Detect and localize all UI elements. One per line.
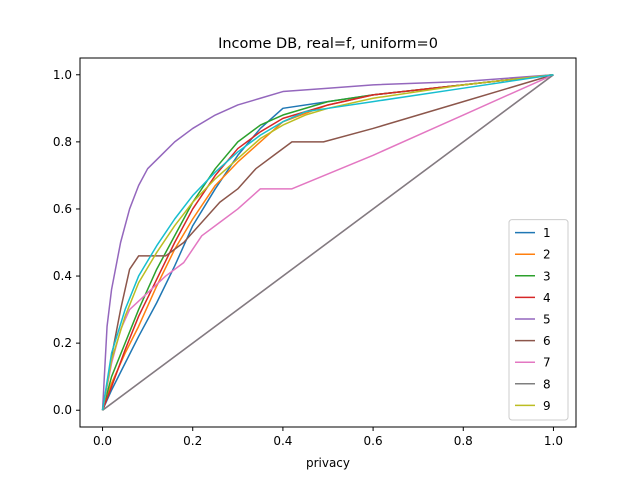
series-line-3 xyxy=(101,74,554,411)
legend-label: 2 xyxy=(543,248,551,262)
x-tick-label: 0.6 xyxy=(364,434,383,448)
legend-label: 3 xyxy=(543,269,551,283)
y-tick-label: 0.8 xyxy=(53,135,72,149)
series-line-6 xyxy=(101,74,554,411)
series-line-8 xyxy=(102,74,554,411)
x-axis-label: privacy xyxy=(306,456,350,470)
plot-lines xyxy=(101,74,554,411)
x-axis-ticks: 0.0 0.2 0.4 0.6 0.8 1.0 xyxy=(93,427,563,448)
legend-label: 7 xyxy=(543,356,551,370)
x-tick-label: 0.8 xyxy=(454,434,473,448)
chart-title: Income DB, real=f, uniform=0 xyxy=(218,36,438,52)
y-tick-label: 0.0 xyxy=(53,403,72,417)
y-tick-label: 0.4 xyxy=(53,269,72,283)
series-line-9 xyxy=(101,74,554,411)
legend-label: 8 xyxy=(543,377,551,391)
x-tick-label: 1.0 xyxy=(544,434,563,448)
x-tick-label: 0.0 xyxy=(93,434,112,448)
y-tick-label: 0.6 xyxy=(53,202,72,216)
y-tick-label: 0.2 xyxy=(53,336,72,350)
series-line-unlabeled-10 xyxy=(101,74,554,411)
legend: 1 2 3 4 5 6 7 8 9 xyxy=(508,219,569,421)
legend-frame xyxy=(508,219,569,421)
x-tick-label: 0.2 xyxy=(183,434,202,448)
series-line-5 xyxy=(101,74,554,411)
series-line-4 xyxy=(101,74,554,411)
legend-label: 5 xyxy=(543,313,551,327)
y-tick-label: 1.0 xyxy=(53,68,72,82)
legend-label: 6 xyxy=(543,334,551,348)
y-axis-ticks: 0.0 0.2 0.4 0.6 0.8 1.0 xyxy=(53,68,80,417)
plot-frame xyxy=(79,57,577,428)
legend-label: 1 xyxy=(543,226,551,240)
x-tick-label: 0.4 xyxy=(273,434,292,448)
legend-label: 9 xyxy=(543,399,551,413)
legend-label: 4 xyxy=(543,291,551,305)
